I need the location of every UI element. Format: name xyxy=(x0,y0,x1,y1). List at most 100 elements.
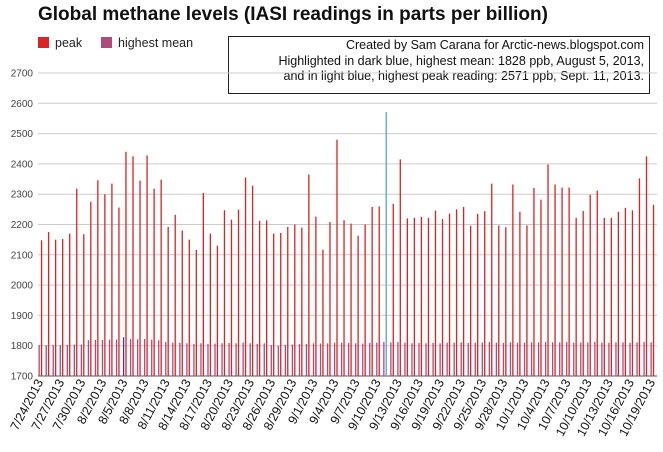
peak-bar-71 xyxy=(540,199,542,376)
peak-bar-49 xyxy=(385,112,387,376)
mean-bar-9 xyxy=(101,339,104,376)
mean-bar-63 xyxy=(481,342,483,376)
peak-bar-44 xyxy=(350,223,352,376)
mean-bar-24 xyxy=(207,343,209,376)
mean-bar-79 xyxy=(594,342,596,376)
mean-bar-60 xyxy=(460,342,462,376)
mean-bar-69 xyxy=(523,342,526,376)
peak-bar-4 xyxy=(69,233,71,376)
peak-bar-21 xyxy=(188,239,190,376)
peak-bar-16 xyxy=(153,188,155,376)
peak-bar-33 xyxy=(273,233,275,376)
peak-bar-65 xyxy=(498,225,500,376)
mean-bar-35 xyxy=(284,344,287,376)
peak-bar-57 xyxy=(441,219,444,376)
mean-bar-11 xyxy=(115,339,118,376)
peak-bar-0 xyxy=(40,240,43,376)
peak-bar-12 xyxy=(125,151,127,376)
peak-bar-47 xyxy=(371,206,373,376)
peak-bar-3 xyxy=(62,239,64,376)
mean-bar-4 xyxy=(66,344,68,376)
y-tick-label-2600: 2600 xyxy=(11,99,34,110)
mean-bar-23 xyxy=(200,343,202,376)
mean-bar-78 xyxy=(587,342,589,376)
mean-bar-84 xyxy=(629,342,631,376)
mean-bar-5 xyxy=(73,344,75,376)
mean-bar-14 xyxy=(136,339,139,376)
mean-bar-38 xyxy=(305,343,308,376)
peak-bar-26 xyxy=(223,210,226,376)
mean-bar-46 xyxy=(362,343,364,376)
peak-bar-51 xyxy=(399,159,401,376)
peak-bar-20 xyxy=(181,230,183,376)
y-tick-label-2100: 2100 xyxy=(11,250,34,261)
peak-bar-56 xyxy=(434,210,437,376)
peak-bar-70 xyxy=(533,187,535,376)
peak-bar-34 xyxy=(280,232,282,376)
mean-bar-47 xyxy=(369,342,371,376)
mean-bar-57 xyxy=(439,343,441,376)
mean-bar-44 xyxy=(348,342,350,376)
peak-bar-23 xyxy=(202,192,205,376)
peak-bar-83 xyxy=(624,207,627,376)
mean-bar-8 xyxy=(94,339,97,376)
legend-label-highest-mean: highest mean xyxy=(118,36,194,50)
mean-bar-1 xyxy=(45,345,47,376)
y-tick-label-2300: 2300 xyxy=(11,190,34,201)
mean-bar-45 xyxy=(355,343,357,376)
mean-bar-0 xyxy=(38,345,40,376)
mean-bar-31 xyxy=(256,343,258,376)
peak-bar-1 xyxy=(47,232,50,376)
y-tick-label-2200: 2200 xyxy=(11,220,34,231)
mean-bar-26 xyxy=(221,343,223,376)
peak-bar-69 xyxy=(526,225,528,376)
peak-bar-50 xyxy=(392,203,394,376)
peak-bar-76 xyxy=(575,217,577,376)
mean-bar-51 xyxy=(397,342,399,376)
peak-bar-58 xyxy=(448,213,451,376)
peak-bar-80 xyxy=(603,217,605,376)
y-tick-label-2000: 2000 xyxy=(11,281,34,292)
mean-bar-15 xyxy=(144,339,146,376)
mean-bar-48 xyxy=(376,342,378,376)
mean-bar-56 xyxy=(432,342,434,376)
peak-bar-53 xyxy=(413,217,416,376)
mean-bar-52 xyxy=(404,342,406,376)
peak-bar-64 xyxy=(491,183,493,376)
peak-bar-35 xyxy=(287,226,289,376)
mean-bar-40 xyxy=(319,343,322,376)
peak-bar-77 xyxy=(582,210,584,376)
mean-bar-21 xyxy=(186,343,188,376)
mean-bar-20 xyxy=(179,342,181,376)
peak-bar-85 xyxy=(638,178,641,376)
y-tick-label-1900: 1900 xyxy=(11,311,34,322)
mean-bar-62 xyxy=(474,342,476,376)
peak-bar-62 xyxy=(477,213,479,376)
mean-bar-39 xyxy=(312,343,315,376)
peak-bar-72 xyxy=(547,164,549,376)
peak-bar-25 xyxy=(216,245,219,376)
peak-bar-40 xyxy=(322,249,324,376)
mean-bar-61 xyxy=(467,342,469,376)
mean-bar-2 xyxy=(52,344,54,376)
peak-bar-82 xyxy=(617,211,620,376)
mean-bar-50 xyxy=(390,342,392,376)
peak-bar-18 xyxy=(167,226,169,376)
annotation-line-highest-mean: Highlighted in dark blue, highest mean: … xyxy=(278,53,644,68)
peak-bar-38 xyxy=(308,174,310,376)
mean-bar-41 xyxy=(326,343,329,376)
peak-bar-13 xyxy=(132,156,134,376)
peak-bar-68 xyxy=(519,211,521,376)
peak-bar-74 xyxy=(561,187,563,376)
peak-bar-10 xyxy=(111,183,113,376)
mean-bar-71 xyxy=(537,342,540,376)
mean-bar-6 xyxy=(80,344,83,376)
mean-bar-30 xyxy=(249,343,251,376)
peak-bar-24 xyxy=(209,233,212,376)
mean-bar-7 xyxy=(87,340,90,376)
mean-bar-64 xyxy=(488,342,490,376)
mean-bar-13 xyxy=(129,339,132,376)
peak-bar-5 xyxy=(76,188,78,376)
mean-bar-29 xyxy=(242,342,244,376)
